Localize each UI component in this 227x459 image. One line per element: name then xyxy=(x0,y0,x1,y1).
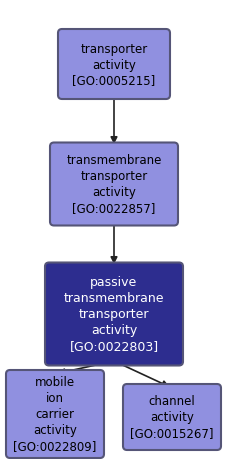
Text: mobile
ion
carrier
activity
[GO:0022809]: mobile ion carrier activity [GO:0022809] xyxy=(13,375,96,453)
Text: channel
activity
[GO:0015267]: channel activity [GO:0015267] xyxy=(130,395,213,440)
Text: transmembrane
transporter
activity
[GO:0022857]: transmembrane transporter activity [GO:0… xyxy=(66,154,161,215)
FancyBboxPatch shape xyxy=(45,263,182,366)
FancyBboxPatch shape xyxy=(50,143,177,226)
FancyBboxPatch shape xyxy=(6,370,104,458)
Text: transporter
activity
[GO:0005215]: transporter activity [GO:0005215] xyxy=(72,42,155,87)
FancyBboxPatch shape xyxy=(122,384,220,450)
Text: passive
transmembrane
transporter
activity
[GO:0022803]: passive transmembrane transporter activi… xyxy=(64,276,163,353)
FancyBboxPatch shape xyxy=(58,30,169,100)
